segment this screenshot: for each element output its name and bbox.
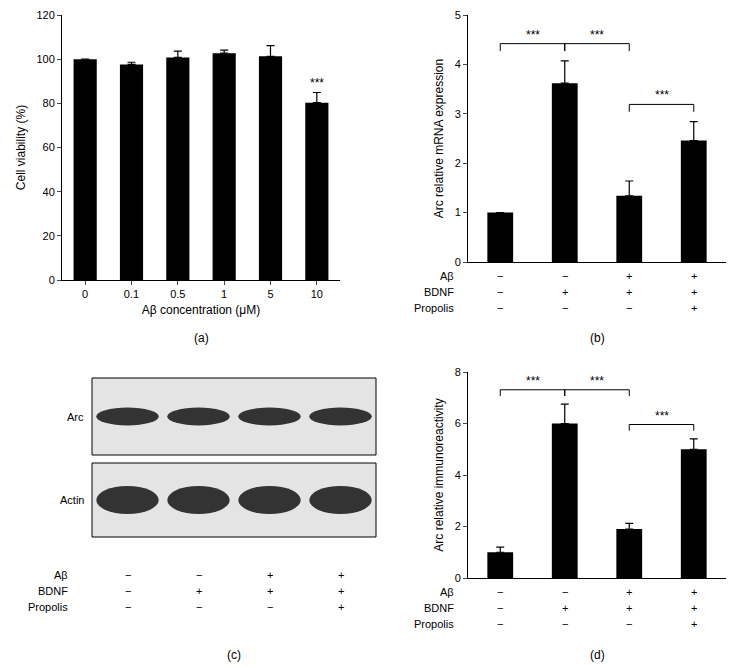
svg-text:(a): (a): [194, 331, 209, 345]
svg-text:20: 20: [43, 230, 55, 242]
svg-text:−: −: [626, 302, 632, 314]
svg-text:0: 0: [49, 274, 55, 286]
svg-text:BDNF: BDNF: [38, 585, 68, 597]
svg-text:1: 1: [221, 288, 227, 300]
svg-text:Cell viability (%): Cell viability (%): [14, 105, 28, 190]
svg-text:Arc relative immunoreactivity: Arc relative immunoreactivity: [432, 398, 446, 551]
svg-text:100: 100: [36, 53, 54, 65]
svg-text:−: −: [562, 618, 568, 630]
svg-text:−: −: [497, 586, 503, 598]
svg-text:2: 2: [455, 520, 461, 532]
svg-text:+: +: [267, 585, 273, 597]
svg-text:+: +: [338, 601, 344, 613]
svg-text:Aβ: Aβ: [54, 569, 68, 581]
svg-text:+: +: [626, 270, 632, 282]
svg-text:+: +: [691, 602, 697, 614]
svg-text:(c): (c): [227, 648, 241, 662]
svg-text:40: 40: [43, 186, 55, 198]
svg-text:+: +: [267, 569, 273, 581]
svg-text:0.1: 0.1: [124, 288, 139, 300]
svg-text:−: −: [125, 569, 131, 581]
svg-text:0.5: 0.5: [170, 288, 185, 300]
svg-text:−: −: [497, 302, 503, 314]
svg-text:5: 5: [267, 288, 273, 300]
svg-text:***: ***: [655, 409, 669, 423]
svg-text:Arc relative mRNA expression: Arc relative mRNA expression: [432, 59, 446, 218]
svg-text:0: 0: [82, 288, 88, 300]
svg-text:60: 60: [43, 141, 55, 153]
svg-text:Propolis: Propolis: [28, 601, 68, 613]
svg-text:Aβ concentration (μM): Aβ concentration (μM): [142, 303, 261, 317]
svg-text:8: 8: [455, 366, 461, 378]
svg-text:−: −: [497, 618, 503, 630]
svg-text:1: 1: [455, 206, 461, 218]
svg-text:−: −: [196, 569, 202, 581]
svg-text:+: +: [691, 586, 697, 598]
svg-text:−: −: [125, 585, 131, 597]
svg-text:+: +: [562, 286, 568, 298]
svg-text:Aβ: Aβ: [440, 586, 454, 598]
svg-text:4: 4: [455, 469, 461, 481]
svg-text:0: 0: [455, 572, 461, 584]
svg-text:−: −: [196, 601, 202, 613]
svg-text:−: −: [562, 302, 568, 314]
svg-text:***: ***: [655, 88, 669, 102]
svg-text:+: +: [562, 602, 568, 614]
svg-text:+: +: [338, 569, 344, 581]
svg-text:10: 10: [311, 288, 323, 300]
svg-text:−: −: [497, 286, 503, 298]
svg-text:80: 80: [43, 97, 55, 109]
svg-text:Propolis: Propolis: [414, 302, 454, 314]
svg-text:BDNF: BDNF: [424, 602, 454, 614]
svg-text:***: ***: [590, 374, 604, 388]
svg-text:3: 3: [455, 108, 461, 120]
svg-text:***: ***: [310, 76, 324, 90]
svg-text:−: −: [267, 601, 273, 613]
svg-text:+: +: [626, 286, 632, 298]
svg-text:***: ***: [526, 374, 540, 388]
svg-text:5: 5: [455, 9, 461, 21]
svg-text:(b): (b): [590, 331, 605, 345]
svg-text:−: −: [125, 601, 131, 613]
svg-text:Aβ: Aβ: [440, 270, 454, 282]
svg-text:Arc: Arc: [67, 411, 84, 423]
svg-text:120: 120: [36, 9, 54, 21]
svg-text:+: +: [626, 602, 632, 614]
svg-text:BDNF: BDNF: [424, 286, 454, 298]
svg-text:+: +: [691, 302, 697, 314]
svg-text:4: 4: [455, 58, 461, 70]
svg-text:+: +: [691, 286, 697, 298]
svg-text:+: +: [626, 586, 632, 598]
svg-text:(d): (d): [590, 648, 605, 662]
svg-text:Actin: Actin: [60, 494, 84, 506]
svg-text:+: +: [691, 618, 697, 630]
svg-text:−: −: [562, 586, 568, 598]
svg-text:+: +: [338, 585, 344, 597]
svg-text:0: 0: [455, 256, 461, 268]
svg-text:+: +: [196, 585, 202, 597]
svg-text:−: −: [562, 270, 568, 282]
svg-text:***: ***: [590, 28, 604, 42]
svg-text:−: −: [497, 270, 503, 282]
svg-text:−: −: [626, 618, 632, 630]
svg-text:−: −: [497, 602, 503, 614]
svg-text:Propolis: Propolis: [414, 618, 454, 630]
svg-text:2: 2: [455, 157, 461, 169]
svg-text:***: ***: [526, 28, 540, 42]
svg-text:+: +: [691, 270, 697, 282]
svg-text:6: 6: [455, 417, 461, 429]
